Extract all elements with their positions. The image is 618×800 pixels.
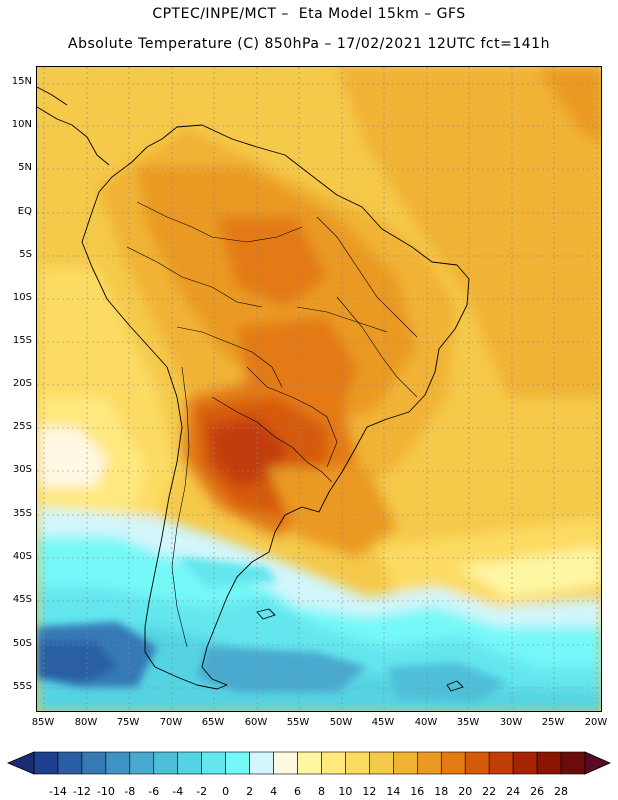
cold-cores [37, 557, 507, 702]
color-legend-swatch [273, 751, 298, 775]
lon-label: 80W [74, 717, 98, 728]
color-legend-swatch [512, 751, 538, 775]
lon-label: 45W [371, 717, 395, 728]
falkland-islands [256, 608, 276, 620]
country-borders [126, 201, 418, 648]
color-legend-label: 8 [317, 785, 325, 798]
south-georgia [446, 680, 464, 692]
lon-label: 20W [584, 717, 608, 728]
central-america-coast [37, 86, 110, 166]
lat-label: 5S [19, 249, 32, 260]
temperature-map[interactable] [36, 66, 602, 712]
lon-label: 60W [244, 717, 268, 728]
lat-label: 40S [12, 551, 32, 562]
color-legend-label: -10 [96, 785, 115, 798]
color-legend-swatch [153, 751, 179, 775]
color-legend-swatch [440, 751, 466, 775]
lon-label: 50W [329, 717, 353, 728]
color-legend-label: 10 [338, 785, 353, 798]
color-legend-swatch [297, 751, 322, 775]
lon-label: 35W [456, 717, 480, 728]
color-legend-label: -2 [196, 785, 208, 798]
graticule [37, 67, 601, 711]
lat-label: 20S [12, 378, 32, 389]
lat-label: 50S [12, 638, 32, 649]
lat-label: 15S [12, 335, 32, 346]
color-legend-swatch [488, 751, 514, 775]
lon-label: 70W [159, 717, 183, 728]
color-legend-label: 14 [386, 785, 401, 798]
color-legend-label: -8 [124, 785, 136, 798]
color-legend-swatch [321, 751, 346, 775]
lat-label: 55S [12, 681, 32, 692]
south-america-coast [81, 124, 470, 690]
color-legend-label: 0 [222, 785, 230, 798]
lon-label: 65W [201, 717, 225, 728]
lat-label: 10N [11, 119, 32, 130]
map-title-line2: Absolute Temperature (C) 850hPa – 17/02/… [68, 36, 550, 52]
lat-label: 15N [11, 76, 32, 87]
color-legend-swatch [33, 751, 59, 775]
color-legend-label: -14 [48, 785, 67, 798]
lon-label: 85W [31, 717, 55, 728]
color-legend-label: 24 [506, 785, 521, 798]
map-title-line1: CPTEC/INPE/MCT – Eta Model 15km – GFS [152, 6, 466, 22]
lat-label: 30S [12, 464, 32, 475]
lon-label: 40W [414, 717, 438, 728]
color-legend-label: 16 [410, 785, 425, 798]
lon-label: 25W [541, 717, 565, 728]
color-legend-label: 20 [458, 785, 473, 798]
lat-label: 25S [12, 421, 32, 432]
color-legend-swatch [249, 751, 274, 775]
color-legend-swatch [369, 751, 394, 775]
lon-label: 30W [499, 717, 523, 728]
color-legend-label: 22 [482, 785, 497, 798]
color-legend-swatch [536, 751, 562, 775]
color-legend-label: 26 [530, 785, 545, 798]
color-legend-high-arrow [584, 751, 611, 775]
lat-label: 5N [18, 162, 32, 173]
color-legend-swatch [225, 751, 250, 775]
color-legend-label: -12 [72, 785, 91, 798]
color-legend-swatch [129, 751, 155, 775]
color-legend-swatch [464, 751, 490, 775]
color-legend-swatch [201, 751, 226, 775]
lat-label: 35S [12, 508, 32, 519]
color-legend-swatch [177, 751, 202, 775]
lon-label: 75W [116, 717, 140, 728]
map-canvas [37, 67, 601, 711]
color-legend-cells [33, 751, 586, 775]
color-legend-label: -6 [148, 785, 160, 798]
lat-label: EQ [17, 206, 32, 217]
lat-label: 10S [12, 292, 32, 303]
color-legend-label: 6 [294, 785, 302, 798]
color-legend-swatch [417, 751, 442, 775]
lon-label: 55W [286, 717, 310, 728]
lat-label: 45S [12, 594, 32, 605]
color-legend-swatch [81, 751, 107, 775]
color-legend-label: 4 [270, 785, 278, 798]
coastlines [37, 86, 470, 692]
color-legend-swatch [560, 751, 586, 775]
color-legend-swatch [105, 751, 131, 775]
color-legend-label: 28 [554, 785, 569, 798]
color-legend-low-arrow [6, 751, 35, 775]
color-legend [6, 751, 611, 775]
color-legend-label: 18 [434, 785, 449, 798]
color-legend-label: 12 [362, 785, 377, 798]
color-legend-label: -4 [172, 785, 184, 798]
color-legend-swatch [393, 751, 418, 775]
color-legend-swatch [57, 751, 83, 775]
color-legend-label: 2 [246, 785, 254, 798]
color-legend-swatch [345, 751, 370, 775]
